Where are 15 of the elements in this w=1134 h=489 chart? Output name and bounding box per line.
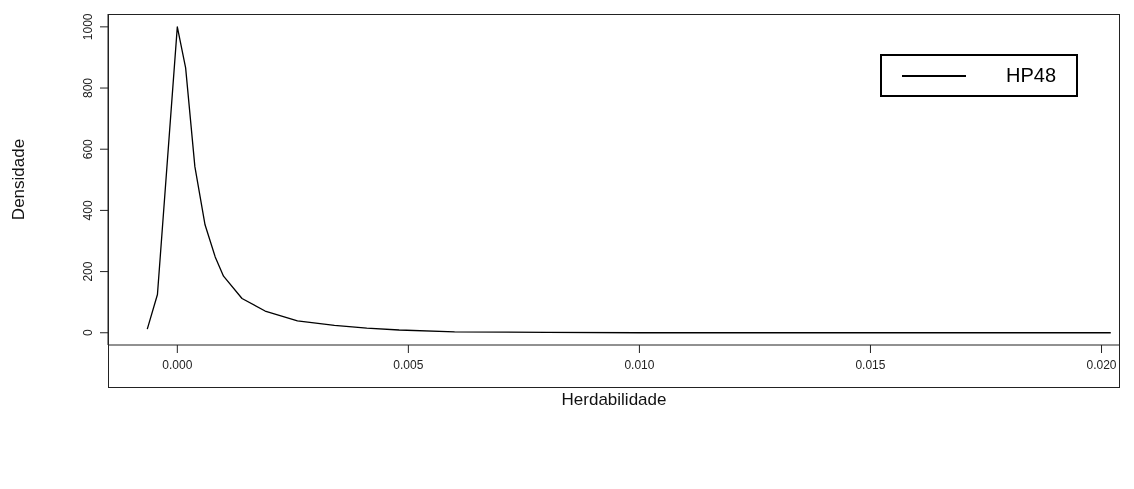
- y-tick-label: 0: [81, 329, 95, 337]
- x-tick-label: 0.010: [624, 358, 655, 372]
- y-axis-title: Densidade: [9, 138, 29, 221]
- x-tick-label: 0.000: [162, 358, 193, 372]
- x-axis-title: Herdabilidade: [561, 390, 667, 409]
- x-tick-label: 0.020: [1086, 358, 1117, 372]
- y-tick-label: 600: [81, 138, 95, 160]
- legend-label: HP48: [1005, 64, 1056, 87]
- y-tick-label: 400: [81, 200, 95, 221]
- x-tick-label: 0.005: [393, 358, 424, 372]
- x-tick-label: 0.015: [855, 358, 886, 372]
- y-tick-label: 800: [81, 77, 95, 99]
- y-tick-label: 200: [81, 261, 95, 282]
- line-series: [146, 26, 1112, 334]
- y-tick-label: 1000: [81, 13, 95, 41]
